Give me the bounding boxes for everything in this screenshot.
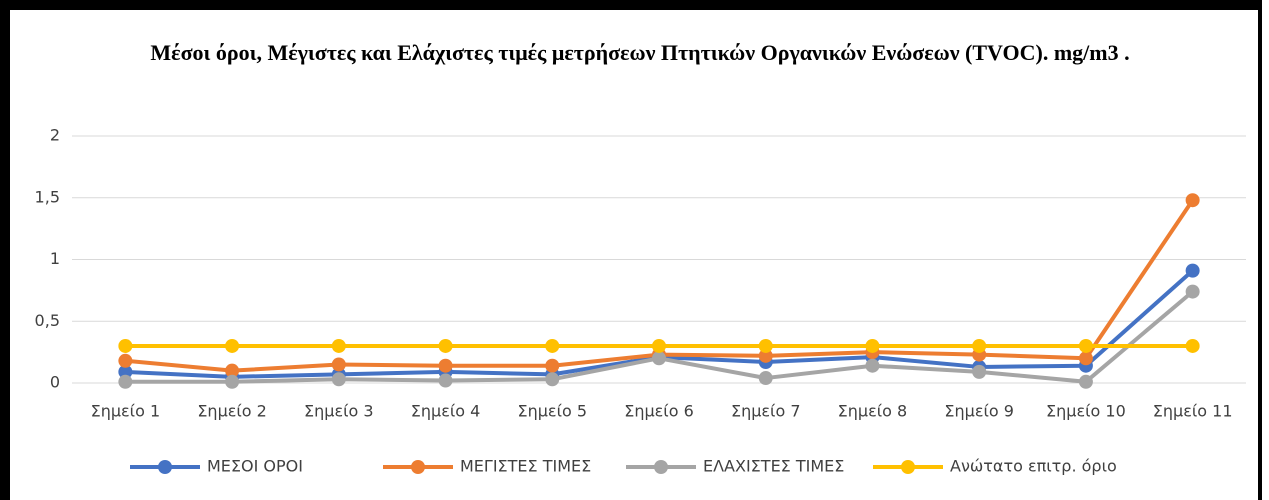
data-point	[118, 364, 133, 379]
data-point	[545, 358, 560, 373]
data-point	[331, 338, 346, 353]
data-point	[758, 338, 773, 353]
data-point	[652, 351, 666, 366]
data-point	[1078, 338, 1093, 353]
legend-label: ΜΕΓΙΣΤΕΣ ΤΙΜΕΣ	[460, 457, 591, 476]
data-point	[118, 353, 133, 368]
legend-marker	[411, 460, 425, 474]
data-point	[118, 374, 133, 389]
x-tick-label: Σημείο 8	[838, 402, 908, 421]
x-tick-label: Σημείο 2	[197, 402, 267, 421]
data-point	[1185, 338, 1200, 353]
data-point	[225, 363, 240, 378]
legend-label: ΜΕΣΟΙ ΟΡΟΙ	[207, 457, 303, 476]
data-point	[1185, 193, 1200, 208]
y-tick-label: 1,5	[35, 187, 60, 206]
x-tick-label: Σημείο 11	[1153, 402, 1233, 421]
x-tick-label: Σημείο 9	[944, 402, 1014, 421]
x-tick-label: Σημείο 4	[411, 402, 481, 421]
data-point	[1078, 374, 1093, 389]
data-point	[1185, 263, 1200, 278]
data-point	[118, 338, 133, 353]
legend-label: Ανώτατο επιτρ. όριο	[950, 457, 1117, 476]
legend-marker	[158, 460, 172, 474]
chart-title: Μέσοι όροι, Μέγιστες και Ελάχιστες τιμές…	[150, 40, 1130, 65]
data-point	[1185, 284, 1200, 299]
data-point	[331, 372, 346, 387]
legend-marker	[901, 460, 915, 474]
y-tick-label: 0,5	[35, 311, 60, 330]
x-tick-label: Σημείο 6	[624, 402, 694, 421]
x-tick-label: Σημείο 3	[304, 402, 374, 421]
data-point	[438, 358, 453, 373]
data-point	[652, 338, 666, 353]
data-point	[758, 348, 773, 363]
legend-label: ΕΛΑΧΙΣΤΕΣ ΤΙΜΕΣ	[703, 457, 844, 476]
y-tick-label: 0	[50, 373, 60, 392]
data-point	[225, 374, 240, 389]
legend-marker	[654, 460, 668, 474]
x-tick-label: Σημείο 10	[1046, 402, 1126, 421]
data-point	[1078, 351, 1093, 366]
x-tick-label: Σημείο 5	[517, 402, 587, 421]
y-tick-label: 2	[50, 126, 60, 145]
data-point	[438, 338, 453, 353]
data-point	[758, 371, 773, 386]
data-point	[545, 338, 560, 353]
data-point	[438, 373, 453, 388]
data-point	[331, 357, 346, 372]
x-tick-label: Σημείο 1	[91, 402, 161, 421]
data-point	[865, 338, 880, 353]
data-point	[545, 372, 560, 387]
y-tick-label: 1	[50, 249, 60, 268]
data-point	[225, 338, 240, 353]
data-point	[972, 364, 987, 379]
x-tick-label: Σημείο 7	[731, 402, 801, 421]
data-point	[972, 338, 987, 353]
data-point	[865, 358, 880, 373]
